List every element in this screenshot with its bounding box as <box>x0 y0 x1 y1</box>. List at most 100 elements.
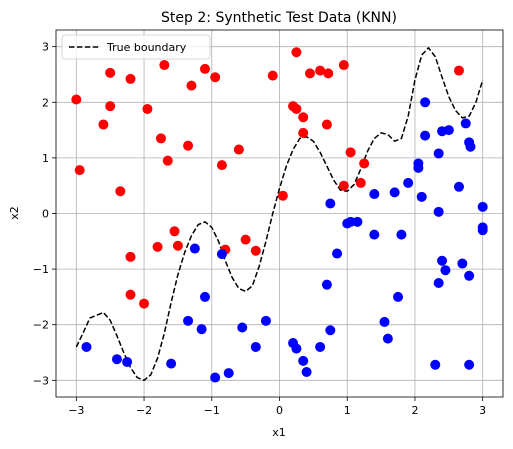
red-point <box>298 112 309 123</box>
true-boundary-line <box>75 47 484 382</box>
red-point <box>115 186 126 197</box>
blue-point <box>443 125 454 136</box>
red-point <box>267 70 278 81</box>
red-point <box>304 68 315 79</box>
blue-point <box>298 355 309 366</box>
blue-point <box>111 354 122 365</box>
blue-point <box>325 198 336 209</box>
blue-point <box>457 258 468 269</box>
legend-entry-true-boundary: True boundary <box>106 41 187 54</box>
blue-point <box>420 130 431 141</box>
blue-point <box>210 372 221 383</box>
boundary-layer <box>75 47 484 382</box>
red-point <box>323 68 334 79</box>
blue-point <box>433 278 444 289</box>
blue-point <box>379 316 390 327</box>
x-tick-label: 2 <box>411 404 418 417</box>
x-tick-label: −3 <box>68 404 84 417</box>
red-point <box>186 80 197 91</box>
red-point <box>200 63 210 74</box>
red-point <box>74 165 85 176</box>
y-tick-label: 2 <box>42 96 49 109</box>
x-axis-label: x1 <box>272 426 286 439</box>
points-layer <box>71 47 488 383</box>
blue-point <box>437 255 448 266</box>
red-point <box>338 60 349 71</box>
red-point <box>152 241 163 252</box>
red-point <box>216 160 227 171</box>
blue-point <box>260 315 271 326</box>
chart-title: Step 2: Synthetic Test Data (KNN) <box>161 10 397 26</box>
blue-point <box>200 291 210 302</box>
blue-point <box>396 229 407 240</box>
blue-point <box>321 279 332 290</box>
legend: True boundary <box>61 34 211 60</box>
blue-point <box>477 201 488 212</box>
red-point <box>298 127 309 138</box>
blue-point <box>416 191 427 202</box>
red-point <box>291 47 302 58</box>
red-point <box>355 177 366 188</box>
red-point <box>277 190 288 201</box>
blue-point <box>301 366 312 377</box>
y-tick-label: −1 <box>33 263 49 276</box>
blue-point <box>189 243 200 254</box>
blue-point <box>433 148 444 159</box>
red-point <box>240 234 251 245</box>
y-tick-label: 3 <box>42 41 49 54</box>
y-tick-label: −2 <box>33 319 49 332</box>
red-point <box>125 251 136 262</box>
blue-point <box>440 265 451 276</box>
x-tick-label: 1 <box>344 404 351 417</box>
blue-point <box>216 249 227 260</box>
red-point <box>345 147 356 158</box>
red-point <box>155 133 166 144</box>
red-point <box>453 65 464 76</box>
red-point <box>105 101 116 112</box>
red-point <box>125 73 136 84</box>
blue-point <box>464 270 475 281</box>
blue-point <box>315 341 326 352</box>
blue-point <box>291 343 302 354</box>
blue-point <box>393 291 404 302</box>
red-point <box>162 155 173 166</box>
x-tick-label: −2 <box>136 404 152 417</box>
blue-point <box>403 177 414 188</box>
red-point <box>172 240 183 251</box>
blue-point <box>389 187 400 198</box>
red-point <box>250 245 261 256</box>
blue-point <box>369 229 380 240</box>
red-point <box>105 67 116 78</box>
blue-point <box>166 358 177 369</box>
blue-point <box>223 368 234 379</box>
blue-point <box>196 324 207 335</box>
red-point <box>321 119 332 130</box>
red-point <box>139 298 150 309</box>
blue-point <box>382 333 393 344</box>
red-point <box>71 94 82 105</box>
y-tick-label: −3 <box>33 374 49 387</box>
blue-point <box>453 181 464 192</box>
blue-point <box>352 216 363 227</box>
blue-point <box>332 248 343 259</box>
blue-point <box>325 325 336 336</box>
blue-point <box>465 141 476 152</box>
y-axis-label: x2 <box>8 206 21 220</box>
x-tick-label: 3 <box>479 404 486 417</box>
x-tick-label: −1 <box>204 404 220 417</box>
blue-point <box>122 356 133 367</box>
blue-point <box>477 225 488 236</box>
axis-ticks: −3 −2 −1 0 1 2 3 −3 −2 −1 0 1 2 3 <box>33 41 486 417</box>
blue-point <box>183 315 194 326</box>
red-point <box>233 144 244 155</box>
red-point <box>142 103 153 114</box>
x-tick-label: 0 <box>276 404 283 417</box>
red-point <box>183 140 194 151</box>
blue-point <box>81 341 92 352</box>
red-point <box>291 103 302 114</box>
blue-point <box>464 359 475 370</box>
legend-box <box>61 34 211 60</box>
blue-point <box>460 118 471 129</box>
red-point <box>338 180 349 191</box>
